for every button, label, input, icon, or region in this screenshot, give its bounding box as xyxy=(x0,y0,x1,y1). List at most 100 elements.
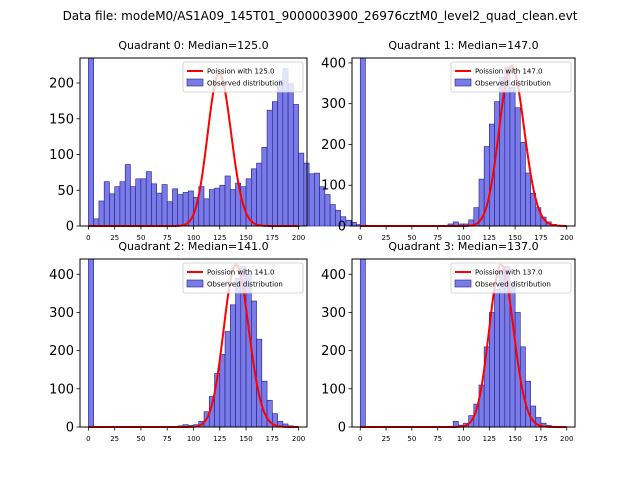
y-tick-label: 50 xyxy=(57,184,74,199)
histogram-bar xyxy=(514,107,521,227)
histogram-bar xyxy=(345,219,352,227)
legend-bar-swatch xyxy=(186,279,204,288)
histogram-bar xyxy=(219,354,226,428)
legend-label-fit: Poission with 147.0 xyxy=(475,68,543,76)
chart-panel-0: Quadrant 0: Median=125.0 0 25 50 75 100 125 150… xyxy=(49,39,362,242)
histogram-bar xyxy=(130,186,136,227)
x-tick-label: 50 xyxy=(136,435,145,443)
x-tick-label: 50 xyxy=(407,234,416,242)
y-tick-label: 200 xyxy=(49,344,74,359)
histogram-bar xyxy=(525,172,531,227)
legend: Poission with 141.0 Observed distribution xyxy=(182,262,304,294)
x-tick-label: 100 xyxy=(187,234,200,242)
y-tick-label: 100 xyxy=(49,148,74,163)
x-tick-label: 100 xyxy=(187,435,200,443)
histogram-bar xyxy=(287,83,294,227)
x-tick-label: 0 xyxy=(86,435,90,443)
x-tick-label: 25 xyxy=(382,234,391,242)
histogram-bar xyxy=(277,79,284,227)
histogram-bar xyxy=(308,173,315,227)
y-tick-label: 200 xyxy=(49,77,74,92)
legend-label-fit: Poission with 141.0 xyxy=(207,269,275,277)
histogram-bar xyxy=(509,87,516,227)
histogram-bar xyxy=(140,178,147,227)
histogram-bar xyxy=(229,189,236,227)
legend-label-fit: Poission with 137.0 xyxy=(475,269,543,277)
histogram-bar xyxy=(93,218,100,227)
x-tick-label: 25 xyxy=(110,435,119,443)
x-tick-label: 0 xyxy=(358,234,362,242)
legend-label-observed: Observed distribution xyxy=(475,281,551,289)
x-tick-label: 125 xyxy=(483,435,496,443)
chart-panel-2: Quadrant 2: Median=141.0 0 25 50 75 100 125 150… xyxy=(49,240,308,443)
legend-bar-swatch xyxy=(186,78,204,87)
legend-label-fit: Poission with 125.0 xyxy=(207,68,275,76)
histogram-bar xyxy=(235,277,242,428)
x-tick-label: 150 xyxy=(508,435,521,443)
x-tick-label: 50 xyxy=(407,435,416,443)
histogram-bar xyxy=(329,204,336,227)
histogram-bar xyxy=(359,57,366,227)
x-tick-label: 175 xyxy=(266,435,279,443)
y-tick-label: 0 xyxy=(66,421,74,436)
histogram-bar xyxy=(224,331,231,428)
legend-frame xyxy=(182,262,304,294)
legend-label-observed: Observed distribution xyxy=(207,281,283,289)
legend-frame xyxy=(450,61,572,93)
histogram-bar xyxy=(293,104,299,227)
histogram-bar xyxy=(224,175,231,227)
x-tick-label: 200 xyxy=(560,234,573,242)
histogram-bar xyxy=(119,181,126,227)
chart-title: Quadrant 3: Median=137.0 xyxy=(388,240,538,253)
y-tick-label: 400 xyxy=(321,268,346,283)
histogram-bar xyxy=(98,200,105,227)
histogram-bar xyxy=(208,189,215,227)
histogram-bar xyxy=(88,258,94,428)
x-tick-label: 200 xyxy=(292,435,305,443)
chart-panel-1: Quadrant 1: Median=147.0 0 25 50 75 100 125 150… xyxy=(321,39,576,242)
histogram-bar xyxy=(103,181,110,227)
x-tick-label: 150 xyxy=(239,435,252,443)
y-tick-label: 100 xyxy=(321,382,346,397)
x-tick-label: 125 xyxy=(213,435,226,443)
histogram-bar xyxy=(266,109,273,227)
histogram-bar xyxy=(519,142,526,227)
histogram-bar xyxy=(251,168,257,227)
x-tick-label: 75 xyxy=(163,234,172,242)
histogram-bar xyxy=(272,101,278,227)
y-tick-label: 400 xyxy=(321,56,346,71)
histogram-bar xyxy=(261,380,268,428)
y-tick-label: 150 xyxy=(49,112,74,127)
chart-panel-3: Quadrant 3: Median=137.0 0 25 50 75 100 125 150… xyxy=(321,240,576,443)
x-tick-label: 125 xyxy=(213,234,226,242)
histogram-bar xyxy=(499,270,506,428)
x-tick-label: 50 xyxy=(136,234,145,242)
histogram-bar xyxy=(303,162,310,227)
x-tick-label: 25 xyxy=(382,435,391,443)
x-tick-label: 125 xyxy=(483,234,496,242)
x-tick-label: 175 xyxy=(534,435,547,443)
x-tick-label: 75 xyxy=(163,435,172,443)
histogram-bar xyxy=(359,258,366,428)
x-tick-label: 150 xyxy=(508,234,521,242)
x-tick-label: 75 xyxy=(433,234,442,242)
y-tick-label: 200 xyxy=(321,344,346,359)
y-tick-label: 200 xyxy=(321,138,346,153)
legend: Poission with 137.0 Observed distribution xyxy=(450,262,572,294)
y-tick-label: 400 xyxy=(49,268,74,283)
histogram-bar xyxy=(314,172,320,227)
histogram-bar xyxy=(182,192,189,227)
chart-title: Quadrant 2: Median=141.0 xyxy=(118,240,268,253)
legend-frame xyxy=(450,262,572,294)
y-tick-label: 100 xyxy=(321,179,346,194)
histogram-bar xyxy=(324,194,331,227)
x-tick-label: 175 xyxy=(534,234,547,242)
x-tick-label: 175 xyxy=(266,234,279,242)
histogram-bar xyxy=(124,164,131,227)
histogram-bar xyxy=(214,187,221,227)
histogram-bar xyxy=(256,162,263,227)
histogram-bar xyxy=(156,192,163,227)
histogram-bar xyxy=(172,188,179,227)
histogram-bar xyxy=(166,201,173,227)
chart-title: Quadrant 0: Median=125.0 xyxy=(118,39,268,52)
